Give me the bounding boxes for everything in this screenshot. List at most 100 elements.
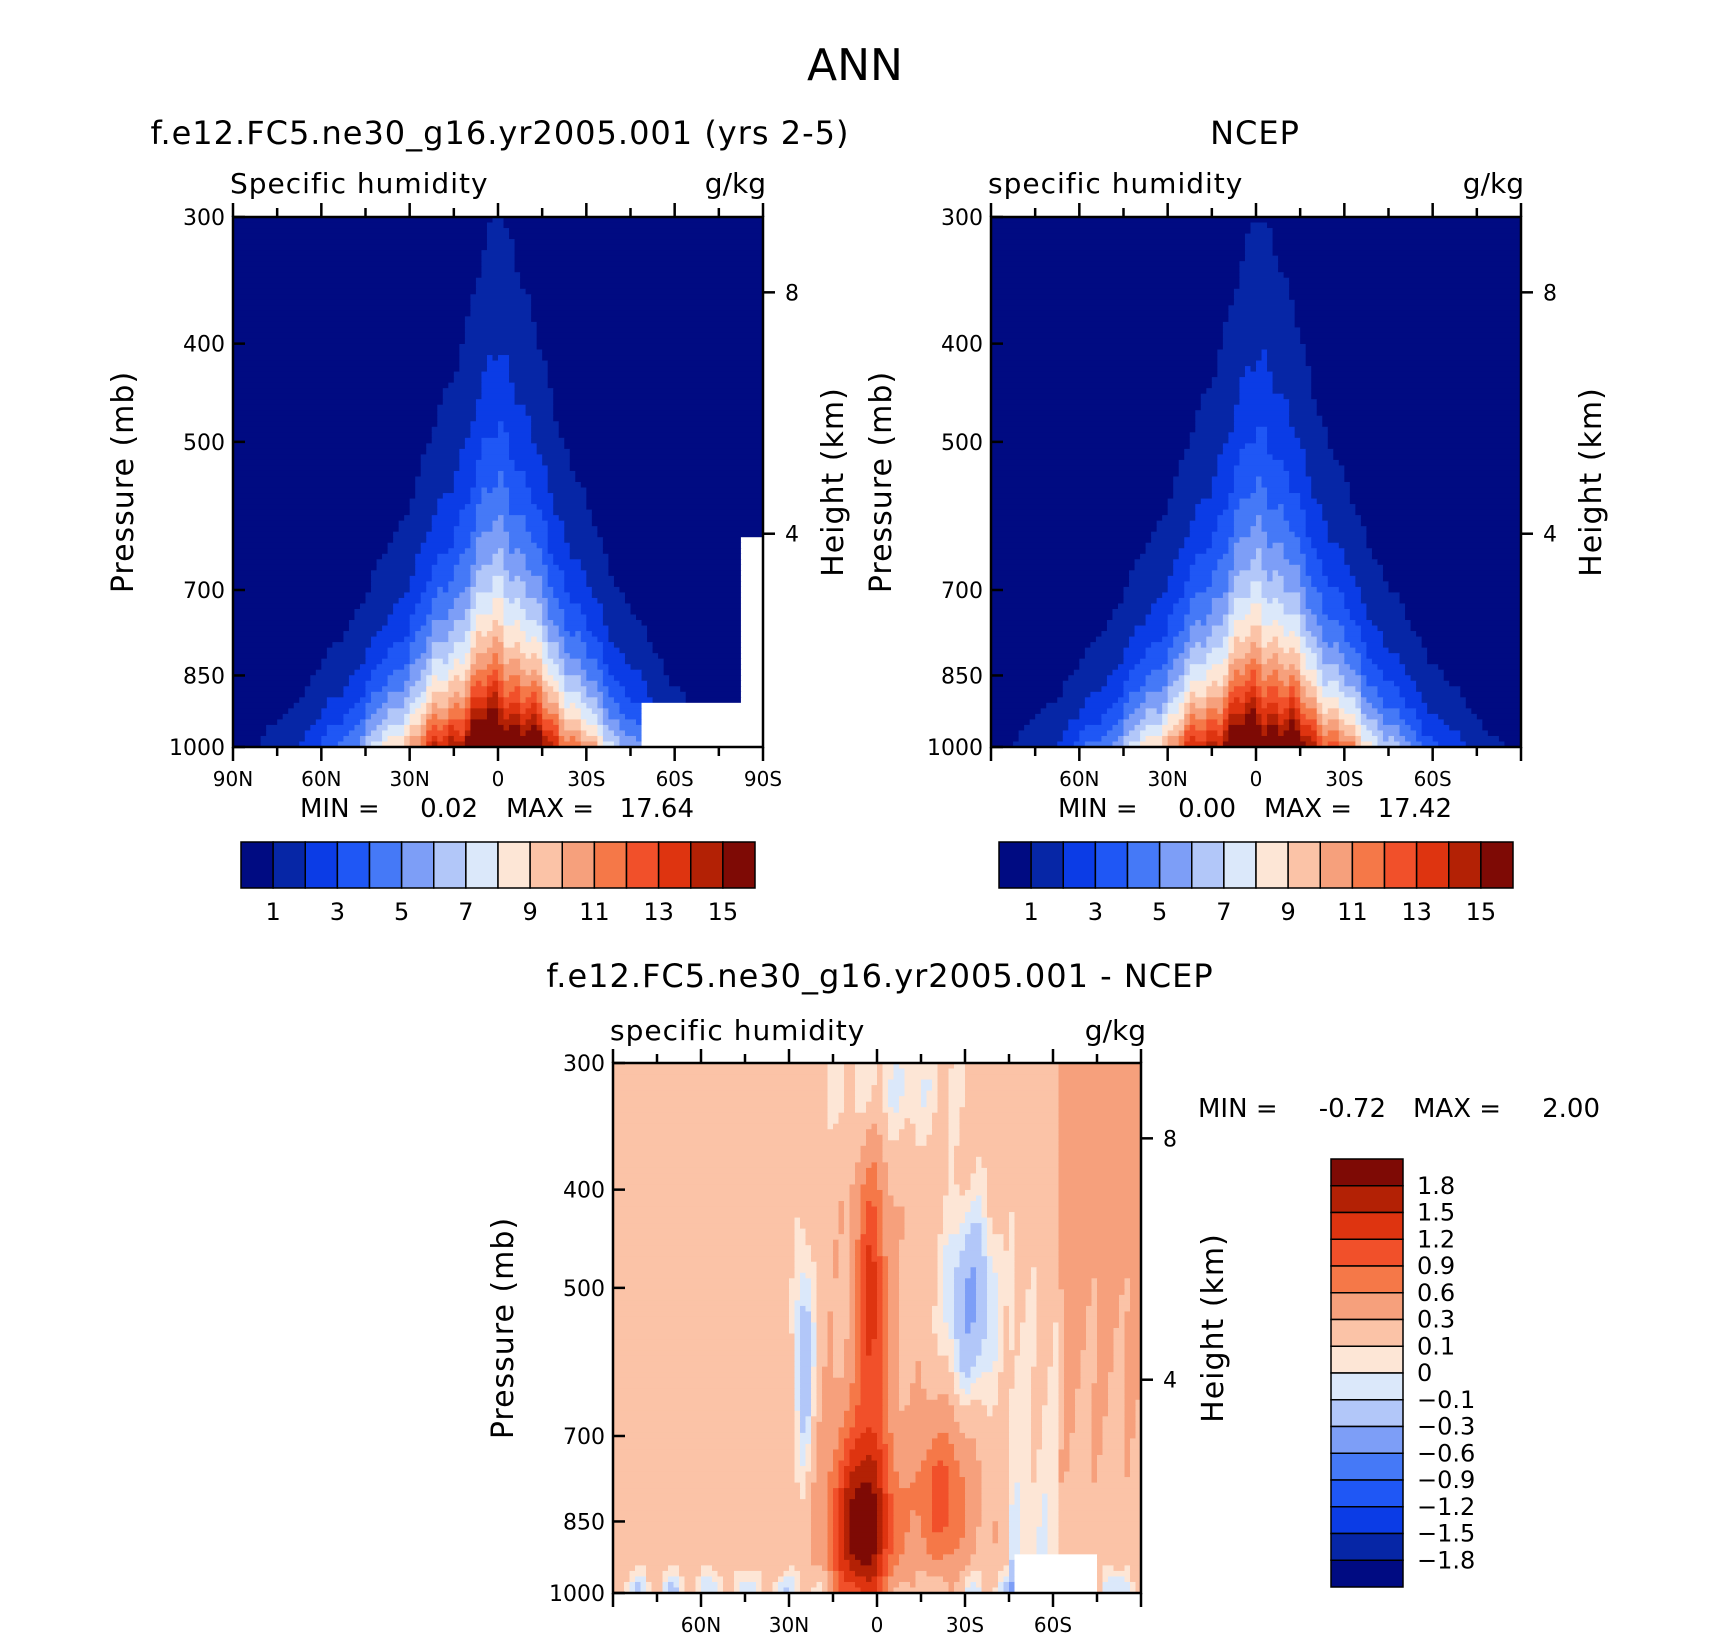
contour-cell (844, 1510, 851, 1517)
contour-cell (981, 1510, 1010, 1517)
contour-cell (981, 1372, 999, 1379)
contour-cell (991, 305, 1229, 312)
contour-cell (613, 1272, 796, 1279)
contour-cell (1233, 465, 1285, 472)
contour-cell (564, 614, 587, 621)
contour-cell (1003, 1245, 1010, 1252)
contour-cell (959, 1427, 1010, 1434)
contour-cell (1173, 487, 1213, 494)
contour-cell (899, 1388, 911, 1395)
contour-cell (882, 1140, 917, 1147)
contour-cell (1014, 1267, 1032, 1274)
contour-cell (597, 735, 604, 743)
contour-cell (1014, 1339, 1021, 1346)
contour-cell (970, 1372, 983, 1379)
y-tick-label: 400 (563, 1179, 605, 1204)
contour-cell (420, 713, 427, 720)
contour-cell (794, 1576, 801, 1583)
contour-cell (586, 581, 615, 588)
contour-cell (1068, 719, 1103, 726)
contour-cell (1129, 581, 1169, 588)
contour-cell (1047, 1510, 1060, 1517)
contour-cell (1305, 614, 1318, 621)
contour-cell (1162, 724, 1174, 732)
contour-cell (838, 1554, 845, 1561)
contour-cell (575, 702, 587, 709)
contour-cell (1047, 1372, 1060, 1379)
panel-ncep-colorbar: 1 3 5 7 9 11 13 15 (998, 841, 1514, 926)
contour-cell (991, 476, 1174, 483)
contour-cell (1360, 719, 1379, 726)
contour-cell (849, 1245, 856, 1252)
contour-cell (1305, 625, 1323, 632)
contour-cell (855, 1245, 862, 1252)
contour-cell (1222, 741, 1307, 748)
contour-cell (833, 1350, 845, 1357)
contour-cell (998, 1526, 1010, 1533)
contour-cell (794, 1405, 801, 1412)
contour-cell (805, 1239, 834, 1246)
contour-cell (1009, 1449, 1032, 1456)
contour-cell (844, 1482, 851, 1489)
contour-cell (602, 719, 621, 726)
contour-cell (393, 642, 411, 649)
contour-cell (739, 1581, 757, 1589)
contour-cell (453, 664, 471, 671)
contour-cell (915, 1123, 933, 1130)
contour-cell (359, 603, 394, 610)
contour-cell (437, 735, 444, 743)
contour-cell (998, 1316, 1005, 1324)
contour-cell (470, 305, 532, 312)
contour-cell (564, 636, 582, 643)
contour-cell (1097, 1587, 1104, 1594)
contour-cell (904, 1228, 944, 1235)
colorbar-box (1330, 1185, 1404, 1214)
contour-cell (778, 1581, 796, 1589)
contour-cell (800, 1438, 812, 1445)
contour-cell (811, 1421, 818, 1428)
contour-cell (899, 1322, 933, 1329)
contour-cell (1014, 1581, 1098, 1589)
contour-cell (558, 730, 582, 737)
contour-cell (580, 658, 598, 665)
contour-cell (1097, 1581, 1104, 1589)
contour-cell (1289, 277, 1522, 284)
contour-cell (547, 520, 565, 527)
contour-cell (684, 1576, 697, 1583)
contour-cell (954, 1316, 966, 1324)
contour-cell (1349, 482, 1522, 489)
contour-cell (636, 735, 643, 743)
contour-cell (233, 404, 438, 411)
contour-cell (943, 1201, 972, 1208)
contour-cell (525, 581, 543, 588)
contour-cell (586, 493, 764, 500)
contour-cell (899, 1339, 939, 1346)
contour-cell (833, 1123, 873, 1130)
contour-cell (475, 504, 510, 511)
contour-cell (1316, 719, 1323, 726)
contour-cell (1124, 1283, 1131, 1290)
contour-cell (1058, 1178, 1142, 1186)
contour-cell (844, 1449, 851, 1456)
contour-cell (409, 647, 427, 654)
contour-cell (991, 283, 1241, 290)
contour-cell (586, 614, 604, 621)
contour-cell (475, 669, 494, 676)
contour-cell (723, 1576, 735, 1583)
x-tick-label: 90S (744, 767, 782, 791)
contour-cell (542, 592, 554, 599)
contour-cell (1178, 459, 1218, 467)
contour-cell (1283, 730, 1301, 737)
contour-cell (1200, 393, 1241, 400)
contour-cell (794, 1421, 801, 1428)
contour-cell (954, 1063, 966, 1070)
contour-cell (1123, 653, 1147, 660)
contour-cell (1256, 680, 1285, 687)
contour-cell (948, 1432, 966, 1440)
contour-cell (233, 421, 438, 428)
contour-cell (564, 531, 598, 538)
contour-cell (233, 382, 449, 389)
contour-cell (641, 719, 764, 726)
contour-cell (937, 1294, 944, 1301)
contour-cell (882, 1096, 889, 1103)
